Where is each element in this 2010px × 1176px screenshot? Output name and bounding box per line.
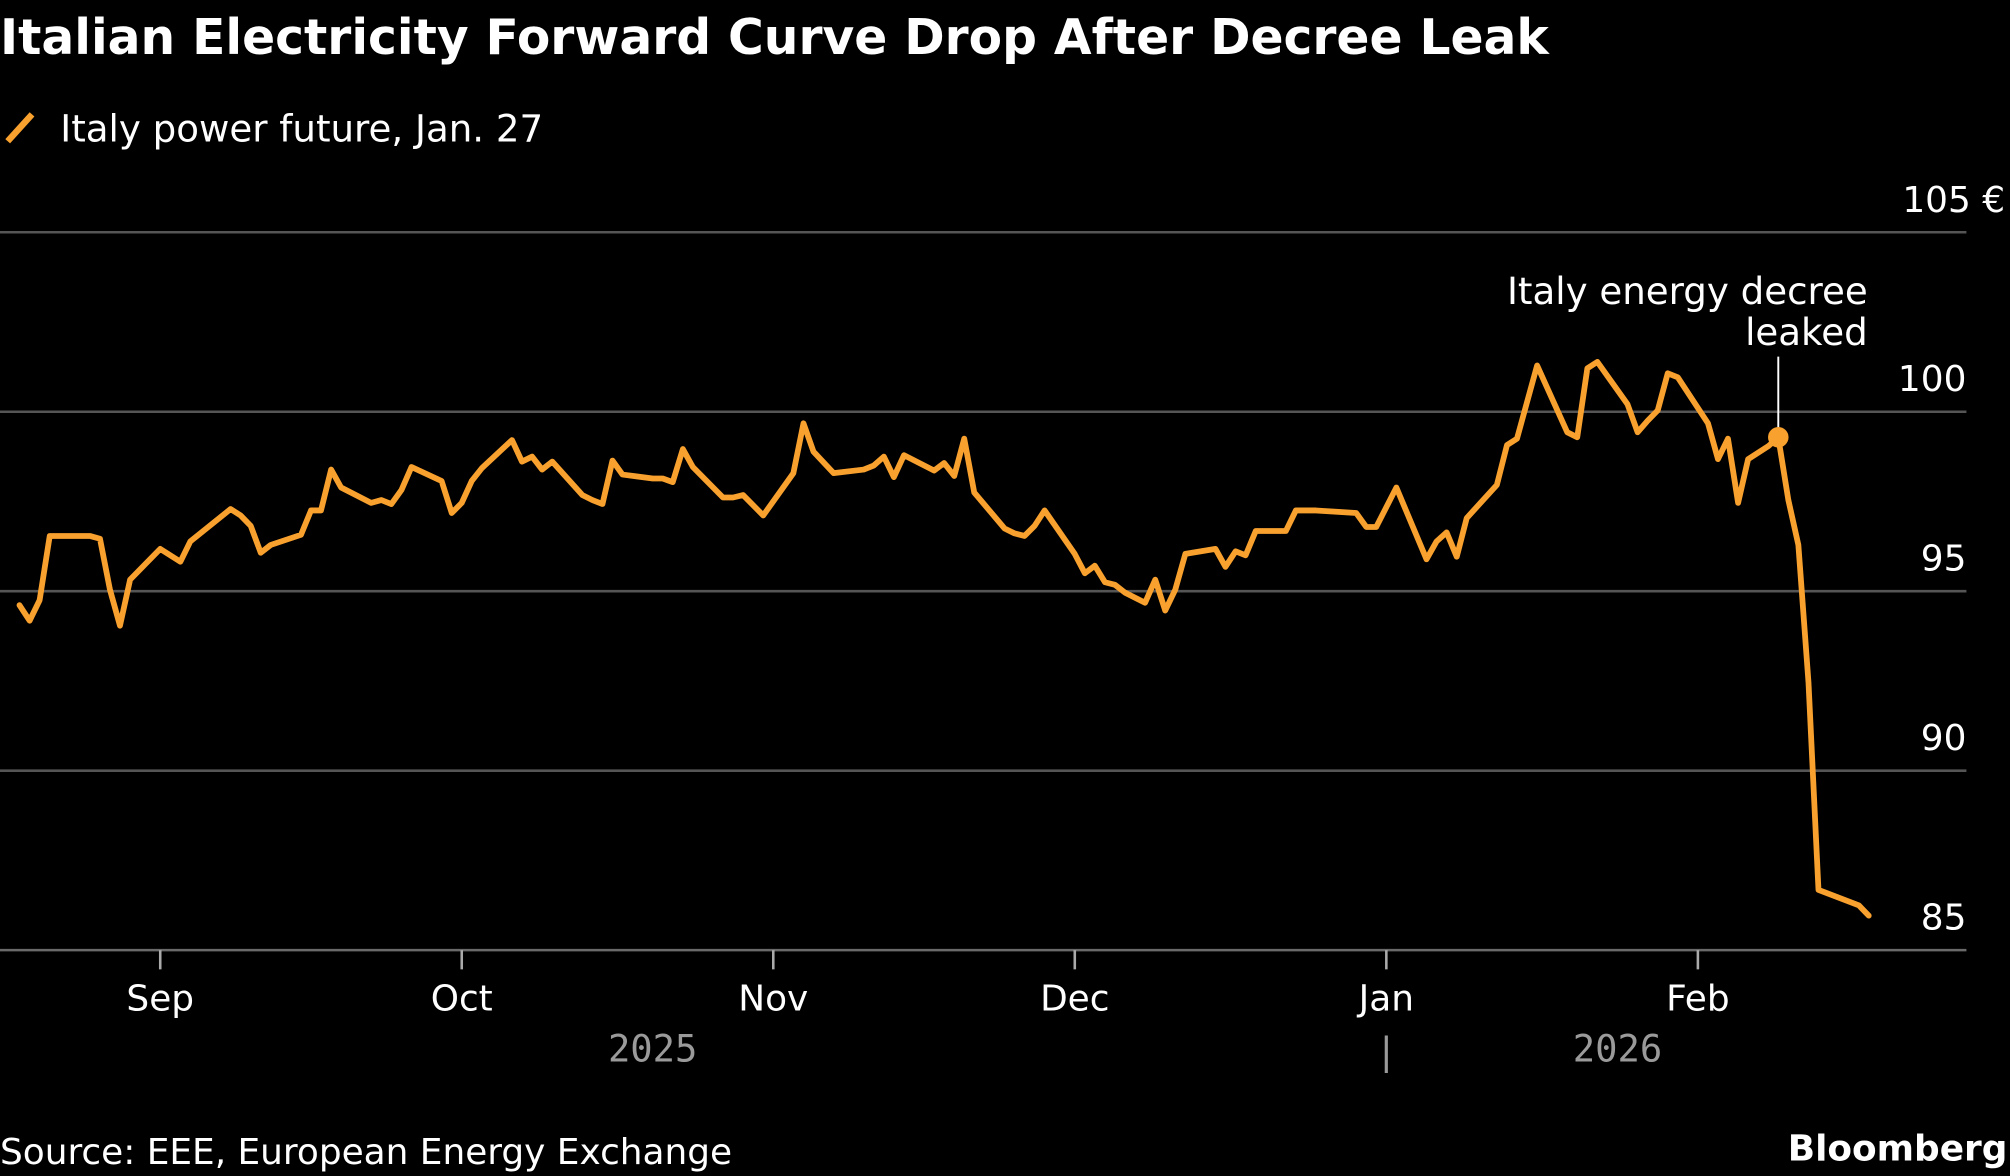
annotation-line2: leaked (1745, 310, 1868, 354)
y-tick-label: 100 (1898, 359, 1966, 400)
y-tick-label: 85 (1921, 898, 1967, 939)
slash-line-icon (5, 112, 35, 144)
annotation-line1: Italy energy decree (1507, 269, 1868, 313)
x-tick-label: Sep (126, 978, 194, 1019)
bloomberg-logo: Bloomberg (1788, 1128, 2008, 1169)
x-tick-label: Dec (1040, 978, 1109, 1019)
x-tick-label: Nov (738, 978, 808, 1019)
y-tick-label: 95 (1921, 539, 1967, 580)
legend: Italy power future, Jan. 27 (5, 106, 543, 150)
x-tick-label: Jan (1357, 978, 1414, 1019)
chart-title: Italian Electricity Forward Curve Drop A… (0, 10, 1550, 66)
year-separator: | (1375, 1029, 1397, 1074)
x-axis: Sep Oct Nov Dec Jan Feb 2025 2026 | (126, 950, 1730, 1074)
annotation-marker (1768, 426, 1789, 448)
year-label: 2026 (1573, 1027, 1662, 1071)
year-label: 2025 (608, 1027, 697, 1071)
legend-label: Italy power future, Jan. 27 (60, 106, 543, 150)
x-tick-label: Feb (1666, 978, 1730, 1019)
y-tick-label: 90 (1921, 718, 1967, 759)
y-axis: 105 € 100 95 90 85 (1898, 180, 2005, 939)
series-line (16, 358, 1872, 919)
source-note: Source: EEE, European Energy Exchange (0, 1132, 732, 1173)
y-tick-label: 105 € (1902, 180, 2005, 221)
series (16, 358, 1872, 919)
annotation: Italy energy decree leaked (1507, 269, 1868, 448)
gridlines (0, 230, 1967, 952)
x-tick-label: Oct (431, 978, 493, 1019)
